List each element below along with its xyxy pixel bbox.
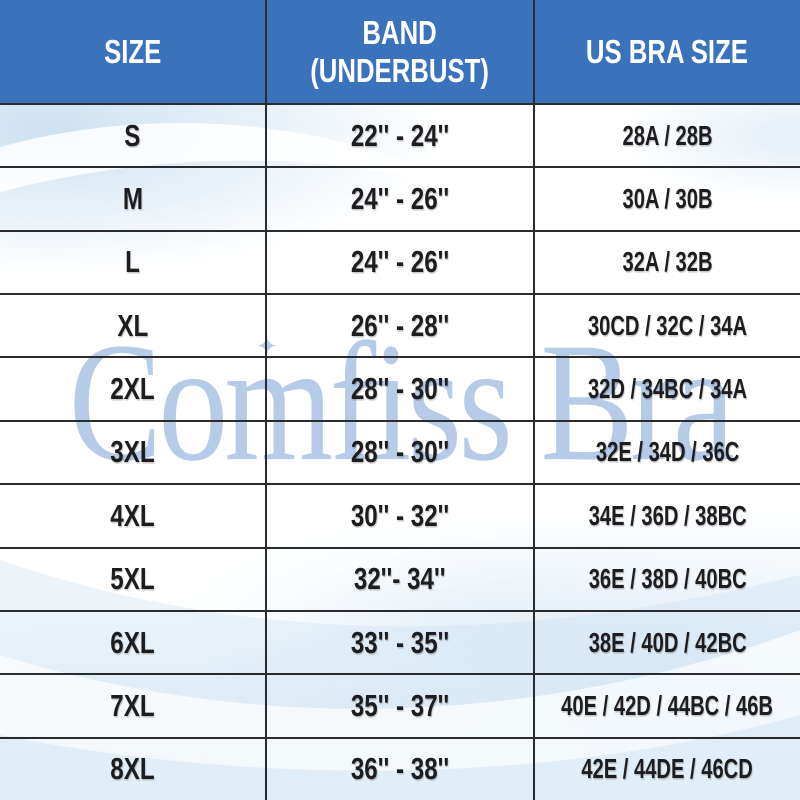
cell-us-bra-size: 32A / 32B	[532, 231, 800, 294]
header-band-line1: BAND	[362, 13, 438, 51]
size-value: 6XL	[110, 624, 155, 660]
cell-us-bra-size: 32D / 34BC / 34A	[532, 358, 800, 420]
cell-band: 32''- 34''	[265, 548, 532, 610]
cell-band: 36'' - 38''	[265, 738, 532, 800]
cell-size: 3XL	[0, 422, 265, 483]
us-bra-size-value: 42E / 44DE / 46CD	[581, 753, 754, 785]
size-value: 8XL	[110, 751, 155, 787]
table-row-7xl: 7XL 35'' - 37'' 40E / 42D / 44BC / 46B	[0, 673, 800, 737]
band-value: 24'' - 26''	[350, 181, 450, 217]
cell-size: 4XL	[0, 485, 265, 546]
us-bra-size-value: 28A / 28B	[622, 119, 713, 151]
band-value: 30'' - 32''	[350, 497, 450, 533]
cell-us-bra-size: 30A / 30B	[532, 168, 800, 230]
cell-size: 5XL	[0, 549, 265, 610]
cell-band: 28'' - 30''	[265, 358, 532, 420]
size-value: 7XL	[110, 687, 155, 723]
band-value: 24'' - 26''	[350, 244, 450, 280]
cell-size: 6XL	[0, 612, 265, 673]
size-value: XL	[117, 307, 149, 343]
brand-watermark: Comfiss Bra	[68, 307, 735, 497]
size-value: 5XL	[110, 561, 155, 597]
us-bra-size-value: 30CD / 32C / 34A	[587, 309, 747, 341]
cell-size: 7XL	[0, 675, 265, 736]
band-value: 36'' - 38''	[350, 751, 450, 787]
table-row-2xl: 2XL 28'' - 30'' 32D / 34BC / 34A	[0, 356, 800, 420]
us-bra-size-value: 38E / 40D / 42BC	[588, 626, 747, 658]
cell-band: 24'' - 26''	[265, 231, 532, 294]
size-value: M	[122, 181, 143, 217]
cell-us-bra-size: 42E / 44DE / 46CD	[532, 738, 800, 800]
table-row-xl: XL 26'' - 28'' 30CD / 32C / 34A	[0, 293, 800, 357]
table-row-5xl: 5XL 32''- 34'' 36E / 38D / 40BC	[0, 546, 800, 610]
table-row-3xl: 3XL 28'' - 30'' 32E / 34D / 36C	[0, 419, 800, 484]
cell-us-bra-size: 30CD / 32C / 34A	[532, 295, 800, 357]
cell-size: 8XL	[0, 739, 265, 800]
header-band: BAND (UNDERBUST)	[265, 0, 532, 103]
us-bra-size-value: 40E / 42D / 44BC / 46B	[561, 689, 774, 721]
table-row-6xl: 6XL 33'' - 35'' 38E / 40D / 42BC	[0, 609, 800, 674]
table-row-l: L 24'' - 26'' 32A / 32B	[0, 229, 800, 294]
size-value: S	[124, 117, 141, 153]
header-size-label: SIZE	[104, 32, 162, 70]
us-bra-size-value: 32A / 32B	[622, 246, 713, 278]
us-bra-size-value: 32E / 34D / 36C	[595, 436, 740, 468]
cell-size: L	[0, 232, 265, 293]
band-value: 32''- 34''	[354, 561, 446, 597]
table-row-4xl: 4XL 30'' - 32'' 34E / 36D / 38BC	[0, 483, 800, 547]
cell-band: 26'' - 28''	[265, 295, 532, 357]
us-bra-size-value: 32D / 34BC / 34A	[587, 373, 747, 405]
cell-us-bra-size: 40E / 42D / 44BC / 46B	[532, 675, 800, 737]
cell-us-bra-size: 36E / 38D / 40BC	[532, 548, 800, 610]
cell-band: 33'' - 35''	[265, 611, 532, 674]
cell-us-bra-size: 28A / 28B	[532, 105, 800, 167]
cell-size: 2XL	[0, 358, 265, 419]
us-bra-size-value: 36E / 38D / 40BC	[588, 563, 747, 595]
cell-us-bra-size: 32E / 34D / 36C	[532, 421, 800, 484]
band-value: 26'' - 28''	[350, 307, 450, 343]
table-header-row: SIZE BAND (UNDERBUST) US BRA SIZE	[0, 0, 800, 103]
size-value: L	[125, 244, 141, 280]
band-value: 35'' - 37''	[350, 687, 450, 723]
header-size: SIZE	[0, 0, 265, 103]
table-row-m: M 24'' - 26'' 30A / 30B	[0, 166, 800, 230]
size-value: 4XL	[110, 497, 155, 533]
cell-us-bra-size: 34E / 36D / 38BC	[532, 485, 800, 547]
cell-band: 22'' - 24''	[265, 105, 532, 167]
table-row-s: S 22'' - 24'' 28A / 28B	[0, 103, 800, 167]
size-value: 3XL	[110, 434, 155, 470]
cell-band: 24'' - 26''	[265, 168, 532, 230]
cell-band: 28'' - 30''	[265, 421, 532, 484]
cell-band: 30'' - 32''	[265, 485, 532, 547]
band-value: 28'' - 30''	[350, 371, 450, 407]
band-value: 33'' - 35''	[350, 624, 450, 660]
size-value: 2XL	[110, 371, 155, 407]
band-value: 22'' - 24''	[350, 117, 450, 153]
us-bra-size-value: 34E / 36D / 38BC	[588, 499, 747, 531]
header-band-line2: (UNDERBUST)	[310, 51, 490, 89]
cell-size: XL	[0, 295, 265, 356]
header-us-bra-size: US BRA SIZE	[532, 0, 800, 103]
cell-band: 35'' - 37''	[265, 675, 532, 737]
us-bra-size-value: 30A / 30B	[622, 183, 713, 215]
cell-size: S	[0, 105, 265, 166]
cell-us-bra-size: 38E / 40D / 42BC	[532, 611, 800, 674]
table-row-8xl: 8XL 36'' - 38'' 42E / 44DE / 46CD	[0, 736, 800, 800]
band-value: 28'' - 30''	[350, 434, 450, 470]
header-band-label: BAND (UNDERBUST)	[311, 14, 490, 90]
header-us-bra-size-label: US BRA SIZE	[586, 32, 749, 70]
cell-size: M	[0, 168, 265, 229]
